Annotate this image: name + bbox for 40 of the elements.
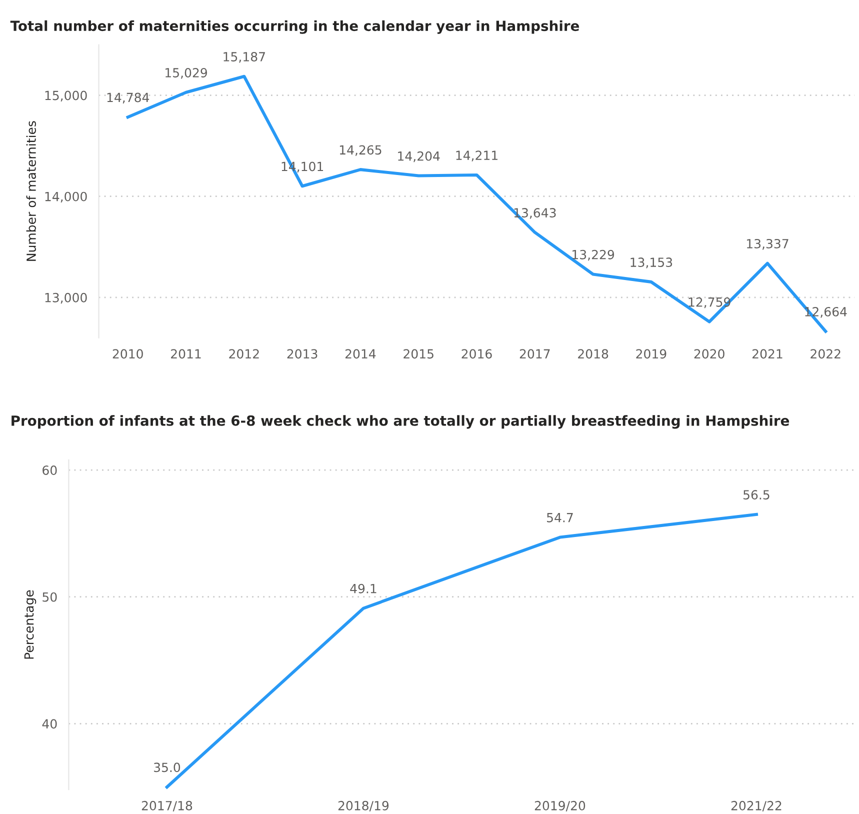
chart-title: Proportion of infants at the 6-8 week check who are totally or partially breastfeeding in Hampshire: [12, 415, 790, 429]
data-label: 14,265: [340, 145, 382, 156]
data-label: 15,029: [166, 68, 207, 79]
x-tick-label: 2014: [345, 349, 376, 359]
x-tick-label: 2021/22: [731, 800, 782, 812]
x-tick-label: 2010: [112, 349, 143, 359]
data-label: 56.5: [744, 490, 770, 500]
x-tick-label: 2017/18: [142, 800, 192, 812]
x-tick-label: 2020: [694, 349, 724, 359]
data-label: 14,211: [456, 150, 498, 162]
y-tick-label: 14,000: [45, 192, 87, 203]
x-tick-label: 2018/19: [338, 800, 389, 812]
data-label: 13,337: [746, 238, 788, 250]
y-axis-title: Number of maternities: [26, 121, 36, 261]
data-label: 54.7: [547, 513, 573, 522]
data-label: 13,153: [630, 258, 672, 268]
y-tick-label: 60: [42, 466, 57, 475]
y-tick-label: 50: [42, 592, 57, 602]
data-label: 15,187: [224, 52, 265, 63]
x-tick-label: 2011: [171, 349, 201, 359]
chart-title: Total number of maternities occurring in the calendar year in Hampshire: [10, 20, 580, 34]
data-label: 35.0: [154, 762, 180, 772]
x-tick-label: 2019: [636, 349, 666, 359]
x-tick-label: 2018: [578, 349, 608, 359]
x-tick-label: 2016: [462, 349, 492, 359]
x-tick-label: 2017: [520, 349, 550, 359]
x-tick-label: 2013: [287, 349, 318, 359]
x-tick-label: 2022: [810, 349, 840, 359]
y-tick-label: 13,000: [45, 292, 87, 304]
y-tick-label: 15,000: [45, 90, 87, 102]
x-tick-label: 2012: [229, 349, 259, 359]
data-label: 13,229: [572, 250, 614, 261]
data-label: 14,784: [107, 92, 150, 104]
y-axis-title: Percentage: [24, 590, 36, 659]
x-tick-label: 2019/20: [534, 800, 586, 812]
data-label: 14,204: [398, 151, 440, 162]
y-tick-label: 40: [42, 719, 57, 729]
data-label: 49.1: [350, 584, 376, 594]
x-tick-label: 2021: [752, 349, 782, 359]
x-tick-label: 2015: [404, 349, 434, 359]
